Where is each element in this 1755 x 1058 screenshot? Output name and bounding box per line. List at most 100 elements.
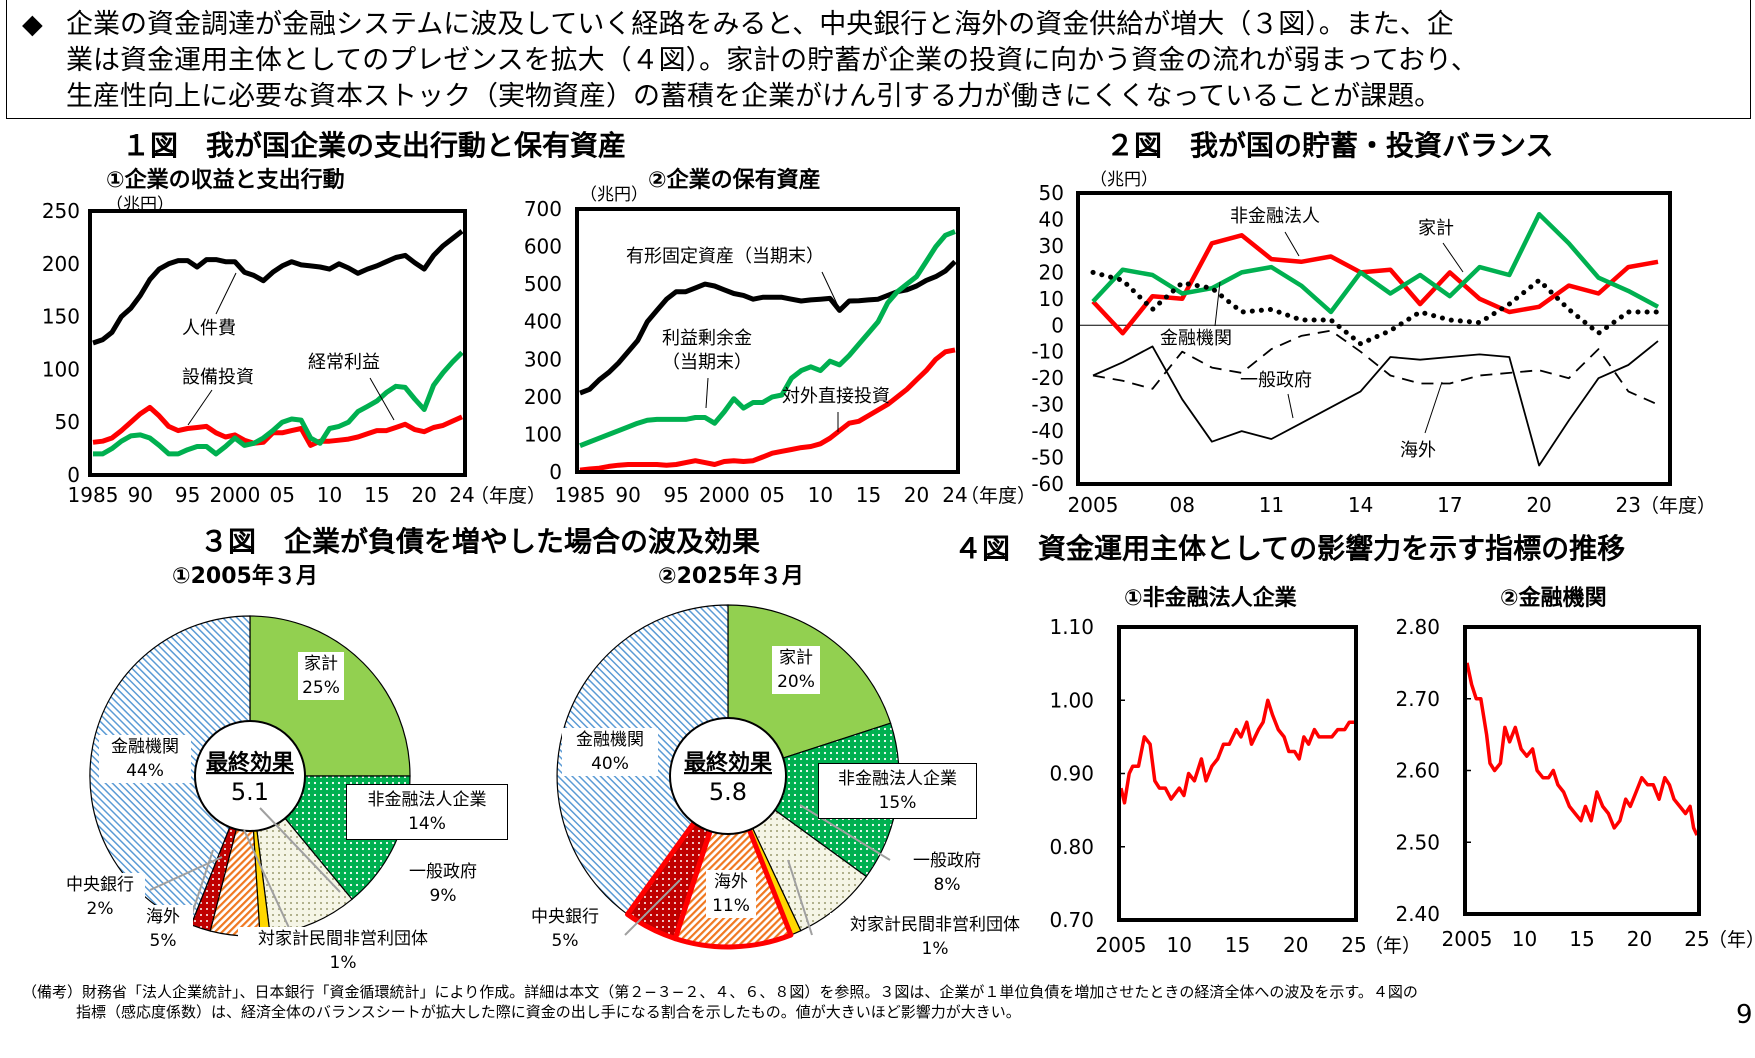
arrow <box>1442 242 1464 273</box>
summary-bullet: ◆ <box>22 9 43 40</box>
x-tick-label: 23 <box>1616 493 1641 517</box>
p1-label-central-bank: 中央銀行 2% <box>55 873 145 921</box>
label-personnel-cost: 人件費 <box>182 318 236 339</box>
summary-line: 業は資金運用主体としてのプレゼンスを拡大（４図）。家計の貯蓄が企業の投資に向かう… <box>66 45 1478 76</box>
p2-label-overseas: 海外 11% <box>706 870 756 918</box>
p2-subtitle: ②2025年３月 <box>658 564 804 589</box>
plot-frame <box>88 209 467 477</box>
p1-label-households: 家計 25% <box>298 652 344 700</box>
y-tick-label: -40 <box>1031 419 1064 443</box>
p2-label-government: 一般政府 8% <box>902 849 992 897</box>
arrow <box>187 389 213 426</box>
y-tick-label: 200 <box>524 385 562 409</box>
label-general-government: 一般政府 <box>1240 370 1312 391</box>
summary-line: 生産性向上に必要な資本ストック（実物資産）の蓄積を企業がけん引する力が働きにくく… <box>66 81 1442 112</box>
label-overseas: 海外 <box>1400 440 1436 461</box>
label-fdi: 対外直接投資 <box>782 386 890 407</box>
label-financial-institutions: 金融機関 <box>1160 328 1232 349</box>
p1-subtitle: ①2005年３月 <box>172 564 318 589</box>
y-tick-label: 30 <box>1039 234 1064 258</box>
x-tick-label: 90 <box>615 483 640 507</box>
pie-center-label: 最終効果 <box>684 750 772 776</box>
x-tick-label: 10 <box>1167 933 1192 957</box>
x-tick-label: 20 <box>1283 933 1308 957</box>
y-tick-label: 0.80 <box>1049 835 1094 859</box>
arrow <box>1424 381 1443 434</box>
y-tick-label: 2.70 <box>1395 687 1440 711</box>
label-tangible-assets: 有形固定資産（当期末） <box>626 246 824 267</box>
label-capex: 設備投資 <box>182 367 254 388</box>
x-tick-label: 15 <box>1569 927 1594 951</box>
y-tick-label: 100 <box>524 422 562 446</box>
page-number: 9 <box>1736 1000 1753 1030</box>
x-tick-label: 25 <box>1341 933 1366 957</box>
x-tick-label: 95 <box>175 483 200 507</box>
chart-f4a: 0.70 0.80 0.90 1.00 1.10 2005 10 15 20 25（年） <box>1049 615 1421 957</box>
x-tick-label: 05 <box>760 483 785 507</box>
y-tick-label: 600 <box>524 235 562 259</box>
footnote-line: （備考）財務省「法人企業統計」、日本銀行「資金循環統計」により作成。詳細は本文（… <box>22 983 1418 1001</box>
x-tick-label: 20 <box>1526 493 1551 517</box>
series-line-海外 <box>1092 340 1659 467</box>
p2-label-financial: 金融機関 40% <box>562 728 658 776</box>
pie-highlight-海外 <box>672 773 794 950</box>
series-line-金融機関 <box>1090 269 1661 347</box>
y-tick-label: 2.50 <box>1395 830 1440 854</box>
fig2-title: ２図 我が国の貯蓄・投資バランス <box>1106 129 1554 162</box>
pie-center-value: 5.8 <box>709 778 747 806</box>
f4b-subtitle: ②金融機関 <box>1500 586 1607 611</box>
p1-label-government: 一般政府 9% <box>398 860 488 908</box>
p2-label-central-bank: 中央銀行 5% <box>520 905 610 953</box>
fig3-title: ３図 企業が負債を増やした場合の波及効果 <box>200 525 761 558</box>
series-line-設備投資 <box>92 404 464 448</box>
pie-highlight-中央銀行 <box>625 773 731 942</box>
series-line-経常利益 <box>93 350 464 457</box>
series-line-f4a <box>1119 698 1354 805</box>
plot-frame <box>1463 625 1701 916</box>
y-tick-label: 2.60 <box>1395 759 1440 783</box>
leader-line <box>149 856 223 891</box>
x-tick-label: 15 <box>1225 933 1250 957</box>
y-tick-label: 0 <box>67 463 80 487</box>
y-tick-label: -50 <box>1031 446 1064 470</box>
arrow <box>1287 393 1294 419</box>
pie-center-label: 最終効果 <box>206 750 294 776</box>
p1-label-financial: 金融機関 44% <box>99 735 191 783</box>
y-tick-label: 200 <box>42 252 80 276</box>
x-tick-label: 2005 <box>1096 933 1147 957</box>
x-tick-label: 10 <box>808 483 833 507</box>
pie-center-value: 5.1 <box>231 778 269 806</box>
x-tick-label: 15 <box>364 483 389 507</box>
series-line-有形固定資産（当期末） <box>579 259 957 396</box>
x-tick-label: 24 <box>942 483 967 507</box>
plot-frame <box>1076 191 1672 486</box>
x-axis-unit: （年度） <box>1640 495 1716 517</box>
y-tick-label: 1.00 <box>1049 688 1094 712</box>
y-tick-label: -60 <box>1031 472 1064 496</box>
x-tick-label: 14 <box>1348 493 1373 517</box>
arrow <box>705 377 709 409</box>
x-tick-label: 1985 <box>555 483 606 507</box>
arrow <box>821 271 839 307</box>
x-tick-label: 2000 <box>209 483 260 507</box>
series-line-非金融法人 <box>1091 233 1659 336</box>
x-tick-label: 20 <box>1627 927 1652 951</box>
x-tick-label: 20 <box>904 483 929 507</box>
x-tick-label: 10 <box>317 483 342 507</box>
arrow <box>1284 231 1300 257</box>
y-tick-label: 100 <box>42 357 80 381</box>
y-tick-label: 0 <box>1051 313 1064 337</box>
y-tick-label: 0.90 <box>1049 762 1094 786</box>
arrow <box>215 272 237 315</box>
chart-f4b: 2.40 2.50 2.60 2.70 2.80 2005 10 15 20 25（年） <box>1395 615 1755 951</box>
x-tick-label: 08 <box>1169 493 1194 517</box>
y-tick-label: 50 <box>55 410 80 434</box>
x-tick-label: 17 <box>1437 493 1462 517</box>
p2-label-nonfinancial: 非金融法人企業 15% <box>818 763 977 819</box>
p2-label-households: 家計 20% <box>772 646 820 694</box>
series-line-一般政府 <box>1092 329 1659 406</box>
f4a-subtitle: ①非金融法人企業 <box>1124 586 1297 611</box>
y-tick-label: 10 <box>1039 287 1064 311</box>
